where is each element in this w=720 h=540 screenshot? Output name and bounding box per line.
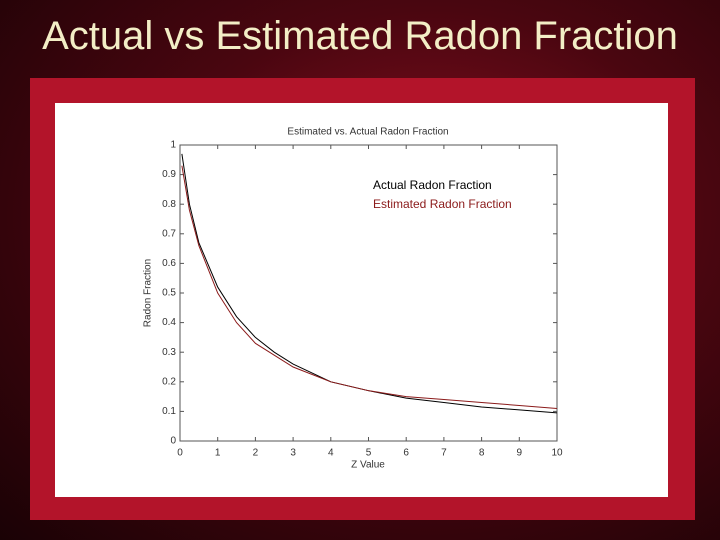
x-tick-label: 6	[403, 448, 409, 459]
y-tick-label: 0.7	[162, 228, 176, 239]
y-tick-label: 0.5	[162, 288, 176, 299]
y-axis-label: Radon Fraction	[143, 259, 154, 327]
data-line	[181, 165, 558, 409]
y-tick-label: 0.4	[162, 317, 176, 328]
x-tick-label: 10	[551, 448, 563, 459]
y-tick-label: 0.9	[162, 169, 176, 180]
x-tick-label: 5	[366, 448, 372, 459]
x-tick-label: 9	[517, 448, 523, 459]
legend-entry: Actual Radon Fraction	[373, 178, 492, 192]
y-tick-label: 0.6	[162, 258, 176, 269]
data-line	[181, 153, 558, 414]
x-tick-label: 4	[328, 448, 334, 459]
y-tick-label: 0	[170, 436, 176, 447]
x-tick-label: 2	[253, 448, 259, 459]
chart-background	[55, 103, 668, 497]
y-tick-label: 0.3	[162, 347, 176, 358]
x-axis-label: Z Value	[351, 460, 385, 471]
y-tick-label: 0.8	[162, 199, 176, 210]
legend-entry: Estimated Radon Fraction	[373, 197, 512, 211]
x-tick-label: 8	[479, 448, 485, 459]
x-tick-label: 0	[177, 448, 183, 459]
slide-title: Actual vs Estimated Radon Fraction	[42, 14, 678, 58]
y-tick-label: 0.2	[162, 376, 176, 387]
chart-title: Estimated vs. Actual Radon Fraction	[287, 127, 448, 138]
y-tick-label: 1	[170, 140, 176, 151]
x-tick-label: 1	[215, 448, 221, 459]
x-tick-label: 3	[290, 448, 296, 459]
y-tick-label: 0.1	[162, 406, 176, 417]
x-tick-label: 7	[441, 448, 447, 459]
chart: Estimated vs. Actual Radon Fraction Z Va…	[55, 103, 668, 497]
